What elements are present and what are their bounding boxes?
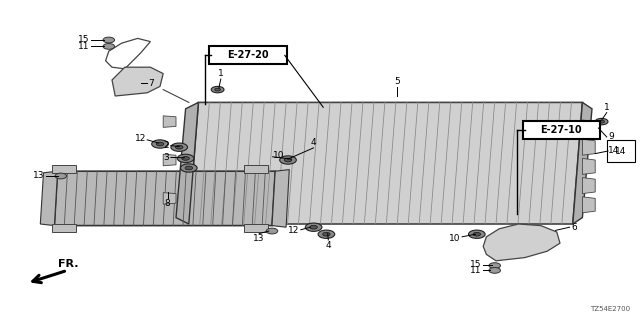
Circle shape: [103, 37, 115, 43]
Text: 6: 6: [571, 223, 577, 232]
Circle shape: [305, 223, 322, 231]
Circle shape: [266, 228, 278, 234]
Text: 9: 9: [608, 132, 614, 141]
Polygon shape: [244, 224, 268, 232]
Text: 3: 3: [163, 153, 169, 162]
Circle shape: [182, 156, 189, 160]
Text: 15: 15: [78, 36, 90, 44]
Circle shape: [185, 166, 193, 170]
Circle shape: [580, 124, 597, 132]
FancyBboxPatch shape: [607, 140, 635, 162]
Polygon shape: [582, 120, 595, 136]
Text: 15: 15: [470, 260, 481, 269]
Circle shape: [211, 86, 224, 93]
Polygon shape: [112, 67, 163, 96]
Polygon shape: [582, 178, 595, 194]
Polygon shape: [272, 170, 289, 227]
Text: 14: 14: [608, 146, 620, 155]
Text: 1: 1: [604, 103, 609, 112]
Text: 12: 12: [288, 226, 300, 235]
Polygon shape: [40, 171, 58, 226]
Text: 14: 14: [615, 147, 627, 156]
Text: 11: 11: [78, 42, 90, 51]
FancyBboxPatch shape: [209, 46, 287, 64]
Circle shape: [598, 120, 605, 123]
Polygon shape: [52, 165, 76, 173]
Circle shape: [177, 154, 194, 163]
Polygon shape: [52, 224, 76, 232]
Polygon shape: [573, 102, 592, 224]
Polygon shape: [582, 139, 595, 155]
Text: 13: 13: [253, 234, 265, 243]
Circle shape: [284, 158, 292, 162]
Circle shape: [55, 173, 67, 179]
Circle shape: [310, 225, 317, 229]
Circle shape: [175, 145, 183, 149]
Polygon shape: [176, 102, 198, 224]
Circle shape: [152, 140, 168, 148]
Text: 2: 2: [163, 141, 169, 150]
Text: 13: 13: [33, 172, 45, 180]
Text: 10: 10: [273, 151, 285, 160]
Text: 1: 1: [218, 69, 223, 78]
Circle shape: [318, 230, 335, 238]
Circle shape: [103, 44, 115, 49]
Circle shape: [468, 230, 485, 238]
Text: 10: 10: [449, 234, 461, 243]
Circle shape: [489, 263, 500, 268]
Circle shape: [171, 143, 188, 151]
Polygon shape: [582, 158, 595, 174]
Circle shape: [323, 232, 330, 236]
Circle shape: [180, 164, 197, 172]
Circle shape: [489, 268, 500, 273]
Circle shape: [595, 118, 608, 125]
Text: 12: 12: [134, 134, 146, 143]
Polygon shape: [163, 193, 176, 204]
Polygon shape: [483, 224, 560, 261]
Circle shape: [280, 156, 296, 164]
Polygon shape: [244, 165, 268, 173]
Text: E-27-10: E-27-10: [540, 124, 582, 135]
Circle shape: [585, 126, 593, 130]
Text: FR.: FR.: [58, 259, 78, 269]
Polygon shape: [163, 154, 176, 166]
Polygon shape: [582, 197, 595, 213]
Polygon shape: [189, 102, 582, 224]
Circle shape: [156, 142, 164, 146]
Circle shape: [473, 232, 481, 236]
Text: 4: 4: [311, 138, 316, 147]
FancyBboxPatch shape: [523, 121, 600, 139]
Text: 5: 5: [394, 77, 399, 86]
Text: 4: 4: [326, 241, 331, 250]
Circle shape: [215, 88, 220, 91]
Polygon shape: [163, 116, 176, 127]
Text: TZ54E2700: TZ54E2700: [590, 306, 630, 312]
Text: 8: 8: [165, 199, 170, 208]
Text: E-27-20: E-27-20: [227, 50, 269, 60]
Polygon shape: [54, 171, 275, 226]
Text: 7: 7: [148, 79, 154, 88]
Text: 11: 11: [470, 266, 481, 275]
